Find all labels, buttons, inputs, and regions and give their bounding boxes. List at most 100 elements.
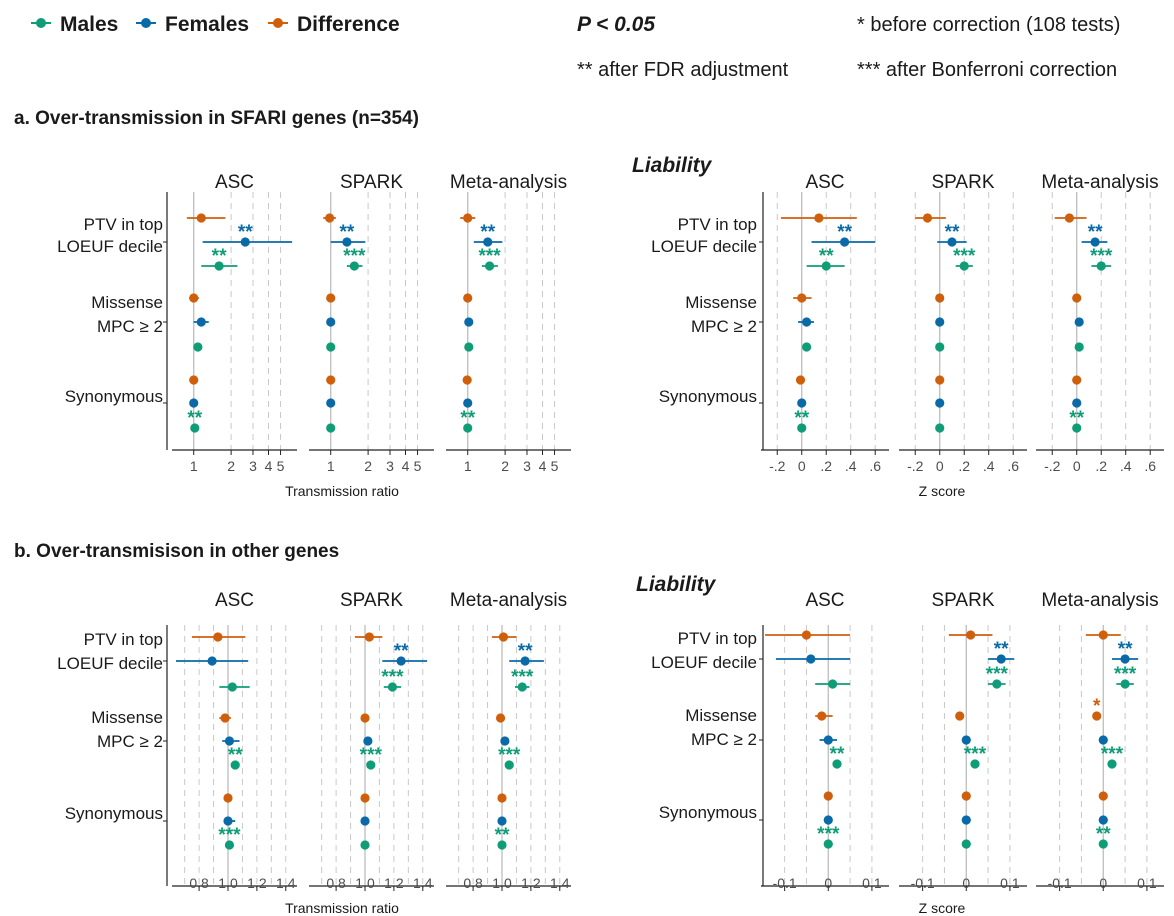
estimate-point	[240, 237, 250, 247]
significance-stars: *	[1093, 696, 1101, 717]
estimate-point	[189, 375, 199, 385]
estimate-point	[797, 398, 807, 408]
estimate-point	[189, 293, 199, 303]
estimate-point	[498, 632, 509, 642]
estimate-point	[823, 839, 833, 849]
significance-stars: ***	[218, 825, 241, 846]
note-before-correction: * before correction (108 tests)	[857, 14, 1120, 36]
significance-stars: **	[495, 825, 510, 846]
panel-asc: ASC-.2 0.2.4.6******	[761, 172, 889, 474]
estimate-point	[839, 237, 850, 247]
category-label-line2: MPC ≥ 2	[691, 317, 757, 336]
x-tick-label: .2	[820, 458, 832, 474]
estimate-point	[325, 213, 335, 223]
note-fdr: ** after FDR adjustment	[577, 59, 789, 81]
estimate-point	[823, 791, 833, 801]
significance-stars: **	[228, 745, 243, 766]
x-tick-label: .2	[1095, 458, 1107, 474]
category-label: Missense	[91, 293, 163, 312]
x-axis-title: Transmission ratio	[285, 483, 399, 499]
x-axis-title: Transmission ratio	[285, 900, 399, 916]
note-bonferroni: *** after Bonferroni correction	[857, 59, 1117, 81]
x-tick-label: 1.0	[355, 875, 375, 891]
panel-asc: ASC-0.1 0 0.1*****	[761, 590, 889, 891]
significance-stars: ***	[817, 824, 840, 845]
x-tick-label: 0.1	[1000, 875, 1020, 891]
legend-label-females: Females	[165, 13, 249, 36]
forest-chart-4: Liability PTV in top LOEUF decile Missense M…	[636, 573, 1164, 916]
forest-chart-1: PTV in top LOEUF decile Missense MPC ≥ 2 Syn…	[57, 172, 571, 499]
significance-stars: ***	[953, 246, 976, 267]
estimate-point	[1120, 654, 1130, 664]
significance-stars: **	[1088, 222, 1103, 243]
estimate-point	[484, 261, 495, 271]
panel-title: ASC	[215, 172, 254, 193]
estimate-point	[360, 816, 370, 826]
x-tick-label: 4	[402, 458, 410, 474]
estimate-point	[806, 654, 816, 664]
estimate-point	[230, 760, 240, 770]
estimate-point	[495, 713, 506, 723]
estimate-point	[922, 213, 933, 223]
estimate-point	[360, 713, 370, 723]
category-label: Missense	[685, 293, 757, 312]
significance-stars: **	[819, 246, 834, 267]
estimate-point	[821, 261, 831, 271]
estimate-point	[935, 317, 945, 327]
estimate-point	[497, 840, 507, 850]
estimate-point	[520, 656, 530, 666]
estimate-point	[463, 213, 473, 223]
significance-stars: ***	[1114, 664, 1137, 685]
legend-item-difference: Difference	[268, 13, 400, 36]
category-label: PTV in top	[84, 215, 163, 234]
category-label-line2: LOEUF decile	[651, 237, 757, 256]
category-label: PTV in top	[678, 215, 757, 234]
x-tick-label: 3	[386, 458, 394, 474]
significance-stars: ***	[986, 664, 1009, 685]
estimate-point	[966, 630, 976, 640]
category-label-line2: MPC ≥ 2	[97, 732, 163, 751]
category-label-line2: MPC ≥ 2	[691, 730, 757, 749]
significance-stars: ***	[511, 667, 534, 688]
estimate-point	[193, 342, 203, 352]
estimate-point	[1064, 213, 1074, 223]
estimate-point	[1098, 815, 1108, 825]
estimate-point	[1098, 735, 1108, 745]
x-tick-label: 1.4	[276, 875, 296, 891]
estimate-point	[961, 791, 971, 801]
estimate-point	[326, 398, 336, 408]
panel-title: ASC	[805, 172, 844, 193]
significance-stars: ***	[478, 246, 501, 267]
x-tick-label: 4	[265, 458, 273, 474]
significance-stars: ***	[1101, 744, 1124, 765]
estimate-point	[227, 682, 237, 692]
x-axis-title: Z score	[919, 900, 966, 916]
estimate-point	[396, 656, 406, 666]
significance-stars: **	[238, 222, 253, 243]
estimate-point	[1096, 261, 1106, 271]
x-tick-label: 0	[936, 458, 944, 474]
x-tick-label: 0.1	[862, 875, 882, 891]
estimate-point	[935, 293, 945, 303]
category-label-line2: LOEUF decile	[651, 653, 757, 672]
x-tick-label: -0.1	[773, 875, 797, 891]
x-tick-label: 1	[464, 458, 472, 474]
estimate-point	[326, 423, 336, 433]
significance-stars: **	[1069, 408, 1084, 429]
category-label: Synonymous	[65, 387, 163, 406]
panel-title: SPARK	[931, 172, 994, 193]
significance-stars: **	[480, 222, 495, 243]
x-tick-label: 0	[1099, 875, 1107, 891]
estimate-point	[961, 815, 971, 825]
panel-spark: SPARK-0.1 0 0.1********	[899, 590, 1027, 891]
estimate-point	[961, 839, 971, 849]
significance-stars: **	[212, 246, 227, 267]
estimate-point	[364, 632, 374, 642]
estimate-point	[935, 375, 945, 385]
estimate-point	[464, 317, 474, 327]
significance-stars: **	[837, 222, 852, 243]
estimate-point	[463, 293, 473, 303]
